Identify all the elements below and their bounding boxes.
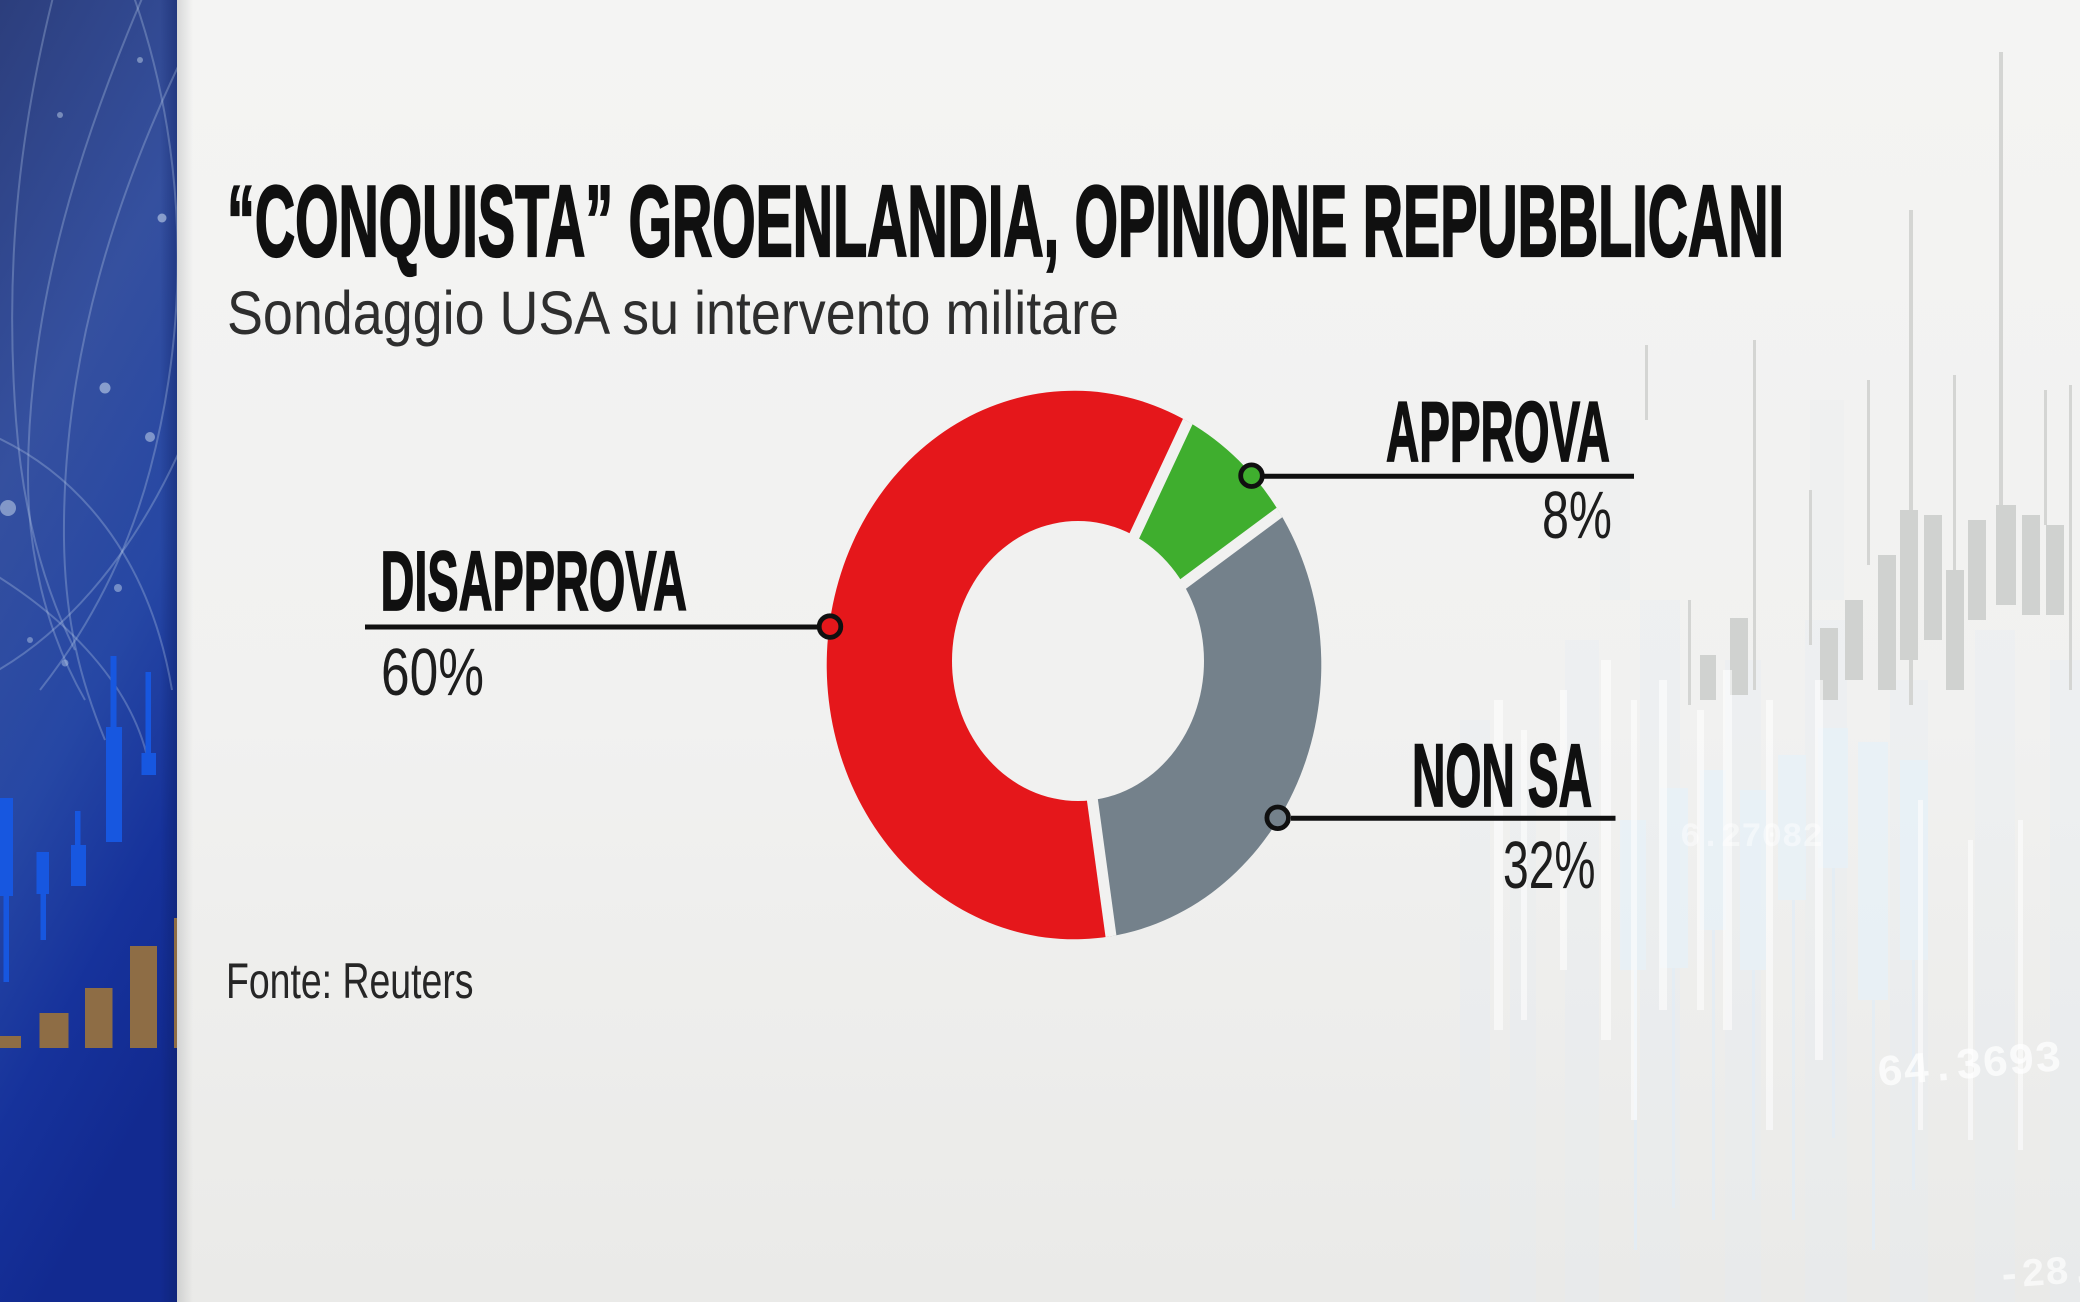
svg-text:6.27082: 6.27082	[1680, 819, 1823, 857]
svg-text:Fonte: Reuters: Fonte: Reuters	[226, 953, 474, 1009]
svg-text:“CONQUISTA” GROENLANDIA, OPINI: “CONQUISTA” GROENLANDIA, OPINIONE REPUBB…	[227, 166, 1784, 278]
svg-text:60%: 60%	[381, 635, 484, 710]
svg-text:APPROVA: APPROVA	[1386, 385, 1610, 480]
svg-text:32%: 32%	[1503, 828, 1596, 903]
svg-text:NON SA: NON SA	[1412, 725, 1592, 825]
svg-text:Sondaggio USA su intervento mi: Sondaggio USA su intervento militare	[227, 279, 1119, 347]
svg-text:-28.36: -28.36	[1996, 1246, 2080, 1301]
svg-text:8%: 8%	[1542, 478, 1612, 553]
svg-text:DISAPPROVA: DISAPPROVA	[381, 534, 688, 628]
